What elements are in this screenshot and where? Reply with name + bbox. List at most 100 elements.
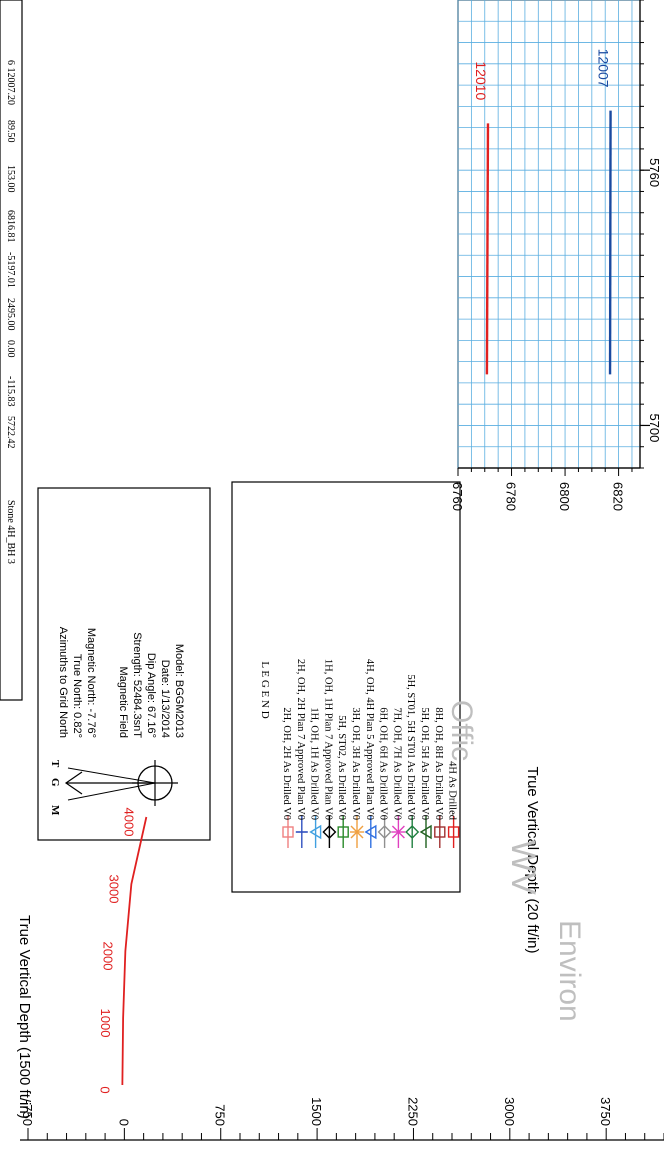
- watermark-line-2: WV: [504, 840, 542, 895]
- grid-north-line: [67, 782, 156, 801]
- watermark-line-1: Offic: [445, 700, 478, 761]
- overview-tick-label: 1500: [309, 1097, 324, 1126]
- zoom-series-line: [485, 123, 490, 375]
- zoom-series: 12010 12007: [473, 49, 612, 375]
- overview-series-line: [121, 816, 148, 1086]
- legend-entry: 7H, OH, 7H As Drilled V0: [391, 707, 406, 848]
- strength-value: Strength: 52484.3snT: [131, 632, 143, 738]
- legend-entry-label: 5H, ST01, 5H ST01 As Drilled V0: [405, 674, 416, 820]
- zoom-depth-tick-label: 6760: [450, 482, 465, 511]
- overview-tick-label: 750: [213, 1104, 228, 1126]
- overview-series: 0 1000 2000 3000 4000: [97, 808, 148, 1094]
- header-field: 6 12007.20: [5, 60, 16, 105]
- square-marker-icon: [282, 826, 294, 838]
- legend-entry-label: 7H, OH, 7H As Drilled V0: [391, 707, 402, 820]
- azimuth-title: Azimuths to Grid North: [57, 627, 69, 738]
- m-letter: M: [49, 805, 61, 816]
- header-field: 0.00: [5, 340, 16, 358]
- north-arrow-symbol: M G T: [49, 760, 178, 816]
- square-marker-icon: [337, 826, 349, 838]
- zoom-x-tick-label: 5760: [647, 158, 662, 187]
- legend-entry-label: 8H, OH, 8H As Drilled V0: [433, 707, 444, 820]
- square-marker-icon: [434, 826, 446, 838]
- header-field: -115.83: [5, 376, 16, 406]
- header-strip: 6 12007.20 89.50 153.00 6816.81 -5197.01 2495…: [0, 0, 23, 701]
- north-info-box: M G T Azimuths to Grid North True North:…: [37, 487, 211, 841]
- overview-tick-label: -750: [20, 1100, 35, 1126]
- legend-entry-label: 2H, OH, 2H As Drilled V0: [281, 707, 292, 820]
- legend-entry-label: 4H, OH, 4H Plan 5 Approved Plan V0: [364, 659, 375, 820]
- legend-entry-label: 2H, OH, 2H Plan 7 Approved Plan V0: [295, 659, 306, 820]
- header-fields: 6 12007.20 89.50 153.00 6816.81 -5197.01 2495…: [5, 60, 16, 564]
- overview-point-label: 0: [97, 1086, 112, 1093]
- watermark-line-3: Environ: [553, 920, 586, 1022]
- mag-field-title: Magnetic Field: [117, 666, 129, 738]
- legend-entry: 1H, OH, 1H As Drilled V0: [309, 707, 322, 848]
- triangle-marker-icon: [309, 824, 322, 840]
- true-north-line: [67, 767, 156, 784]
- overview-y-axis: -750 0 750 1500 2250 3000 3750: [20, 1097, 664, 1141]
- diamond-marker-icon: [377, 825, 392, 839]
- triangle-marker-icon: [419, 824, 432, 840]
- zoom-depth-tick-label: 6820: [611, 482, 626, 511]
- zoom-x-axis: 5700 5760: [639, 0, 662, 469]
- legend-entry-label: 5H, OH, 5H As Drilled V0: [419, 707, 430, 820]
- legend-entry: 6H, OH, 6H As Drilled V0: [377, 707, 392, 848]
- legend-border: [231, 481, 461, 893]
- overview-tvd-chart: -750 0 750 1500 2250 3000 3750 0 1000 2000 3000 40…: [16, 808, 664, 1141]
- overview-point-label: 4000: [121, 808, 136, 837]
- legend-entry: 2H, OH, 2H Plan 7 Approved Plan V0: [295, 659, 308, 848]
- legend-entry-label: 5H, ST02, As Drilled V0: [336, 715, 347, 820]
- dip-angle-value: Dip Angle: 67.16°: [145, 653, 157, 738]
- legend-entry: 4H, OH, 4H Plan 5 Approved Plan V0: [364, 659, 377, 848]
- header-field: 153.00: [5, 165, 16, 193]
- t-letter: T: [49, 760, 61, 768]
- triangle-marker-icon: [364, 824, 377, 840]
- legend-entry-label: 1H, OH, 1H As Drilled V0: [309, 707, 320, 820]
- true-north-value: True North: 0.82°: [71, 654, 83, 738]
- legend-entry: 4H As Drilled: [447, 761, 460, 848]
- legend-entry-label: 1H, OH, 1H Plan 7 Approved Plan V0: [322, 659, 333, 820]
- zoom-tvd-chart: 6760 6780 6800 6820 5700 5760 12010 12007 Tru…: [450, 0, 662, 954]
- g-letter: G: [49, 778, 61, 787]
- header-box: [0, 0, 23, 701]
- overview-point-label: 1000: [98, 1009, 113, 1038]
- magnetic-north-value: Magnetic North: -7.76°: [85, 628, 97, 738]
- legend-box: L E G E N D 2H, OH, 2H As Drilled V0 2H, …: [231, 481, 461, 893]
- legend-entry: 5H, ST02, As Drilled V0: [336, 715, 349, 848]
- zoom-y-axis: 6760 6780 6800 6820: [450, 467, 640, 511]
- diamond-marker-icon: [322, 825, 337, 839]
- legend-entry: 5H, ST01, 5H ST01 As Drilled V0: [405, 674, 420, 848]
- header-field: 5722.42: [5, 416, 16, 449]
- legend-entry: 1H, OH, 1H Plan 7 Approved Plan V0: [322, 659, 337, 848]
- overview-point-label: 2000: [100, 942, 115, 971]
- legend-entry: 2H, OH, 2H As Drilled V0: [281, 707, 294, 848]
- zoom-series-label: 12010: [473, 61, 489, 100]
- overview-tick-label: 2250: [405, 1097, 420, 1126]
- zoom-y-axis-label: True Vertical Depth (20 ft/in): [524, 766, 541, 953]
- legend-entry: 5H, OH, 5H As Drilled V0: [419, 707, 432, 848]
- legend-entry-label: 3H, OH, 3H As Drilled V0: [350, 707, 361, 820]
- legend-entries: 2H, OH, 2H As Drilled V0 2H, OH, 2H Plan …: [281, 659, 460, 848]
- square-marker-icon: [447, 826, 460, 838]
- header-field: -5197.01: [5, 252, 16, 288]
- overview-tick-label: 3750: [598, 1097, 613, 1126]
- zoom-series-label: 12007: [596, 49, 612, 88]
- north-info-border: [37, 487, 211, 841]
- header-field: 2495.00: [5, 298, 16, 331]
- zoom-x-tick-label: 5700: [647, 413, 662, 442]
- north-arrow-head: [64, 771, 83, 795]
- legend-entry: 8H, OH, 8H As Drilled V0: [433, 707, 446, 848]
- overview-y-axis-label: True Vertical Depth (1500 ft/in): [16, 915, 33, 1119]
- zoom-depth-tick-label: 6800: [557, 482, 572, 511]
- model-value: Model: BGGM2013: [173, 644, 185, 738]
- header-field: Stone 4H_BH 3: [5, 500, 16, 564]
- zoom-series-line: [608, 110, 612, 375]
- header-field: 6816.81: [5, 210, 16, 243]
- watermark: Offic WV Environ: [445, 700, 586, 1022]
- zoom-depth-tick-label: 6780: [504, 482, 519, 511]
- legend-entry-label: 4H As Drilled: [447, 761, 458, 821]
- header-field: 89.50: [5, 120, 16, 143]
- diamond-marker-icon: [405, 825, 420, 839]
